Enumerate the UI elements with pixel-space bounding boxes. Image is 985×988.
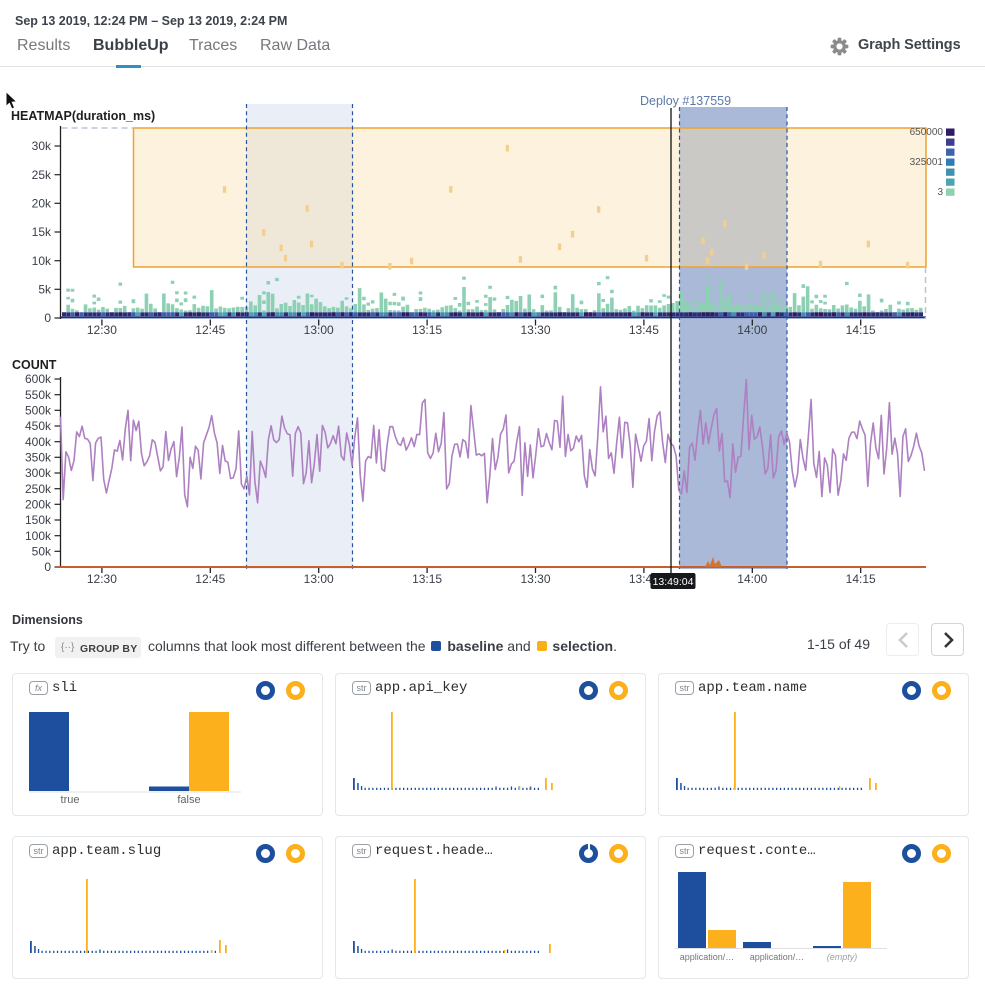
svg-text:application/…: application/… xyxy=(680,952,735,962)
svg-text:12:30: 12:30 xyxy=(87,572,117,586)
svg-text:550k: 550k xyxy=(25,388,52,402)
svg-text:0: 0 xyxy=(44,560,51,574)
svg-text:600k: 600k xyxy=(25,372,52,386)
svg-text:13:30: 13:30 xyxy=(520,572,550,586)
svg-text:450k: 450k xyxy=(25,419,52,433)
svg-text:12:45: 12:45 xyxy=(195,323,225,337)
svg-text:13:30: 13:30 xyxy=(520,323,550,337)
svg-text:30k: 30k xyxy=(32,139,52,153)
svg-text:5k: 5k xyxy=(38,283,52,297)
svg-text:false: false xyxy=(177,794,200,806)
svg-text:14:00: 14:00 xyxy=(737,572,767,586)
svg-text:150k: 150k xyxy=(25,513,52,527)
svg-text:(empty): (empty) xyxy=(827,952,858,962)
svg-text:400k: 400k xyxy=(25,435,52,449)
svg-text:300k: 300k xyxy=(25,466,52,480)
svg-text:100k: 100k xyxy=(25,529,52,543)
svg-text:13:49:04: 13:49:04 xyxy=(653,576,694,588)
svg-text:13:00: 13:00 xyxy=(304,572,334,586)
svg-text:13:45: 13:45 xyxy=(629,323,659,337)
svg-text:15k: 15k xyxy=(32,225,52,239)
svg-text:3: 3 xyxy=(937,187,943,198)
svg-text:12:30: 12:30 xyxy=(87,323,117,337)
svg-text:0: 0 xyxy=(44,311,51,325)
svg-text:650000: 650000 xyxy=(910,127,944,138)
svg-text:COUNT: COUNT xyxy=(12,358,57,372)
svg-text:325001: 325001 xyxy=(910,157,944,168)
svg-text:20k: 20k xyxy=(32,197,52,211)
svg-text:13:15: 13:15 xyxy=(412,572,442,586)
svg-text:true: true xyxy=(61,794,80,806)
svg-text:13:15: 13:15 xyxy=(412,323,442,337)
svg-text:Deploy #137559: Deploy #137559 xyxy=(640,95,731,108)
svg-text:350k: 350k xyxy=(25,451,52,465)
svg-text:14:15: 14:15 xyxy=(846,572,876,586)
svg-text:500k: 500k xyxy=(25,404,52,418)
svg-text:application/…: application/… xyxy=(750,952,805,962)
svg-text:14:00: 14:00 xyxy=(737,323,767,337)
svg-text:13:00: 13:00 xyxy=(304,323,334,337)
svg-text:25k: 25k xyxy=(32,168,52,182)
svg-text:250k: 250k xyxy=(25,482,52,496)
svg-text:200k: 200k xyxy=(25,498,52,512)
svg-text:12:45: 12:45 xyxy=(195,572,225,586)
svg-text:50k: 50k xyxy=(32,545,52,559)
svg-text:HEATMAP(duration_ms): HEATMAP(duration_ms) xyxy=(11,109,155,123)
svg-text:14:15: 14:15 xyxy=(846,323,876,337)
svg-text:10k: 10k xyxy=(32,254,52,268)
